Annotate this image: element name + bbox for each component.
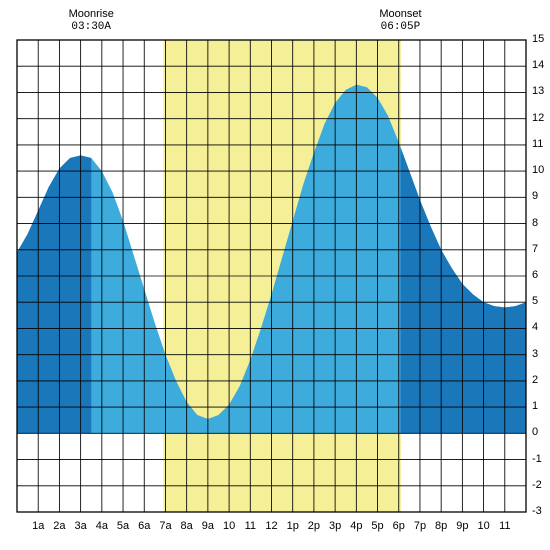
x-tick-label: 2p: [308, 520, 320, 532]
x-tick-label: 8p: [435, 520, 447, 532]
tide-chart: [0, 0, 550, 550]
y-tick-label: 10: [532, 164, 544, 176]
moonrise-label: Moonrise: [51, 8, 131, 21]
y-tick-label: 2: [532, 374, 538, 386]
moonset-label: Moonset: [360, 8, 440, 21]
moonset-time: 06:05P: [360, 21, 440, 34]
x-tick-label: 4a: [96, 520, 108, 532]
y-tick-label: 0: [532, 426, 538, 438]
x-tick-label: 5a: [117, 520, 129, 532]
x-tick-label: 7a: [159, 520, 171, 532]
y-tick-label: 7: [532, 243, 538, 255]
x-tick-label: 10: [477, 520, 489, 532]
x-tick-label: 7p: [414, 520, 426, 532]
y-tick-label: 4: [532, 321, 538, 333]
x-tick-label: 9a: [202, 520, 214, 532]
x-tick-label: 12: [265, 520, 277, 532]
y-tick-label: 15: [532, 33, 544, 45]
y-tick-label: 9: [532, 190, 538, 202]
moonrise-time: 03:30A: [51, 21, 131, 34]
y-tick-label: 12: [532, 112, 544, 124]
y-tick-label: 11: [532, 138, 543, 150]
x-tick-label: 5p: [371, 520, 383, 532]
y-tick-label: 8: [532, 217, 538, 229]
x-tick-label: 10: [223, 520, 235, 532]
x-tick-label: 6p: [393, 520, 405, 532]
y-tick-label: 3: [532, 348, 538, 360]
y-tick-label: -1: [532, 453, 542, 465]
x-tick-label: 6a: [138, 520, 150, 532]
y-tick-label: 1: [532, 400, 538, 412]
y-tick-label: 13: [532, 85, 544, 97]
y-tick-label: -2: [532, 479, 542, 491]
x-tick-label: 1p: [287, 520, 299, 532]
y-tick-label: 6: [532, 269, 538, 281]
x-tick-label: 1a: [32, 520, 44, 532]
x-tick-label: 8a: [181, 520, 193, 532]
x-tick-label: 9p: [456, 520, 468, 532]
x-tick-label: 3p: [329, 520, 341, 532]
x-tick-label: 2a: [53, 520, 65, 532]
x-tick-label: 4p: [350, 520, 362, 532]
x-tick-label: 3a: [75, 520, 87, 532]
x-tick-label: 11: [499, 520, 510, 532]
moonrise-annotation: Moonrise 03:30A: [51, 8, 131, 34]
y-tick-label: 5: [532, 295, 538, 307]
y-tick-label: 14: [532, 59, 544, 71]
y-tick-label: -3: [532, 505, 542, 517]
x-tick-label: 11: [245, 520, 256, 532]
moonset-annotation: Moonset 06:05P: [360, 8, 440, 34]
